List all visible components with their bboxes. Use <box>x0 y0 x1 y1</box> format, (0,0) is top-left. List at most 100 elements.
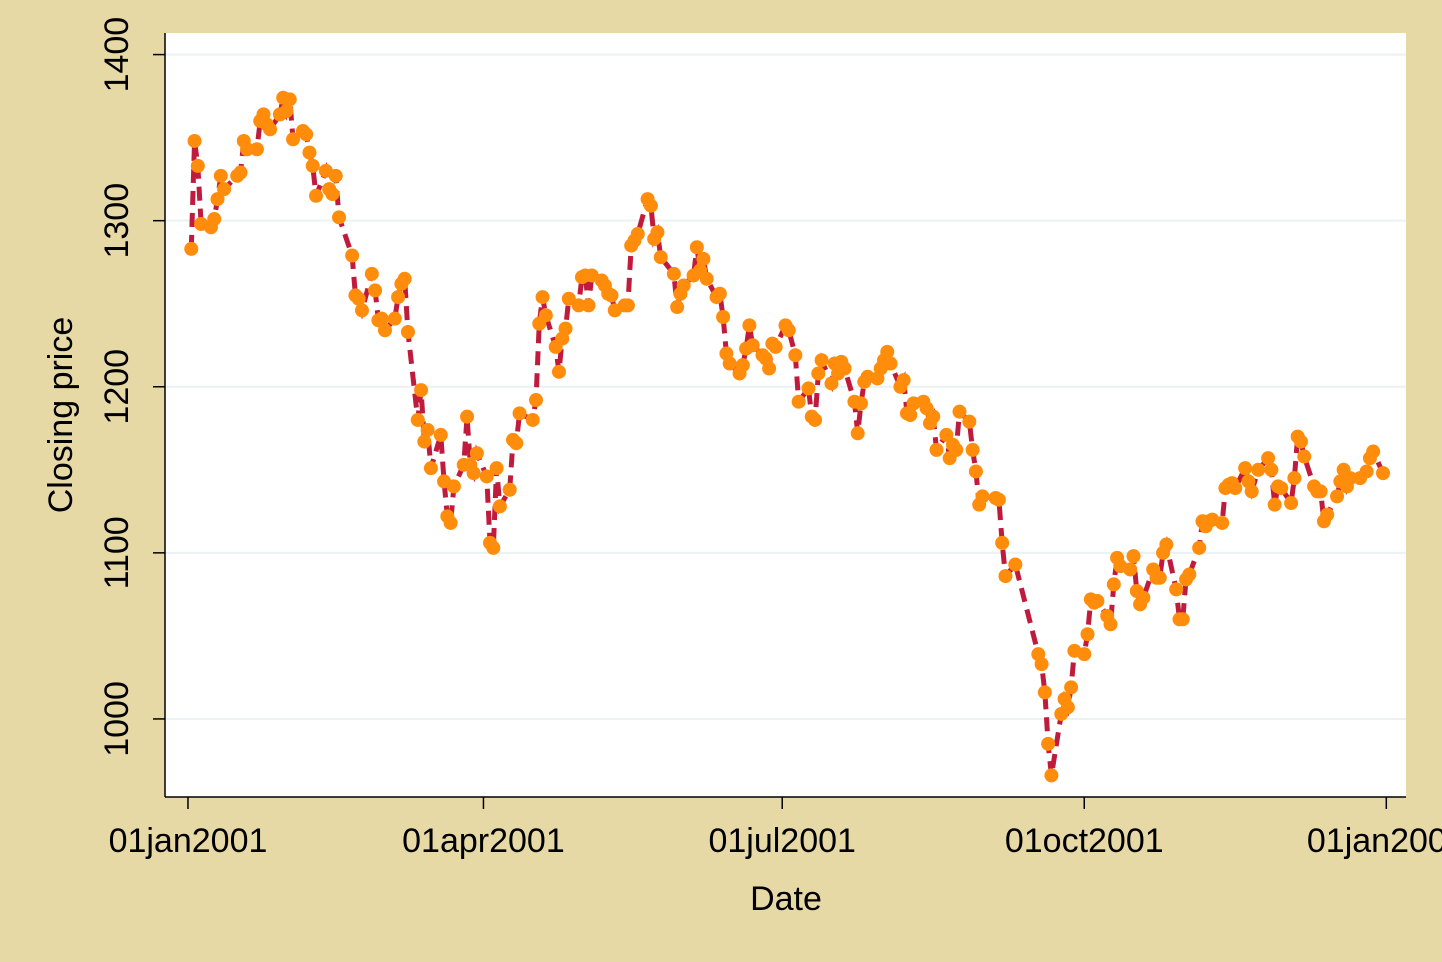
price-marker <box>525 412 540 427</box>
price-marker <box>1313 484 1328 499</box>
price-marker <box>302 145 317 160</box>
price-marker <box>299 127 314 142</box>
price-marker <box>1152 570 1167 585</box>
price-marker <box>735 358 750 373</box>
price-marker <box>1034 657 1049 672</box>
price-marker <box>1287 471 1302 486</box>
price-marker <box>926 409 941 424</box>
price-marker <box>492 499 507 514</box>
x-tick-label: 01jan2001 <box>109 822 268 860</box>
price-marker <box>968 464 983 479</box>
y-tick-label: 1100 <box>98 516 136 589</box>
price-marker <box>975 489 990 504</box>
price-marker <box>929 442 944 457</box>
price-marker <box>811 366 826 381</box>
price-marker <box>528 393 543 408</box>
price-marker <box>952 404 967 419</box>
price-marker <box>1215 515 1230 530</box>
price-marker <box>282 92 297 107</box>
price-marker <box>400 324 415 339</box>
y-tick-label: 1200 <box>98 349 136 425</box>
price-marker <box>1366 444 1381 459</box>
price-marker <box>364 266 379 281</box>
y-tick-label: 1000 <box>98 681 136 757</box>
price-marker <box>460 409 475 424</box>
price-marker <box>581 298 596 313</box>
price-marker <box>1008 557 1023 572</box>
price-marker <box>814 353 829 368</box>
price-marker <box>1284 496 1299 511</box>
price-marker <box>666 266 681 281</box>
price-marker <box>880 344 895 359</box>
price-marker <box>696 251 711 266</box>
price-marker <box>699 271 714 286</box>
price-marker <box>991 492 1006 507</box>
price-marker <box>433 427 448 442</box>
price-marker <box>653 250 668 265</box>
price-marker <box>210 192 225 207</box>
price-marker <box>1060 700 1075 715</box>
price-marker <box>1123 562 1138 577</box>
price-marker <box>249 142 264 157</box>
price-marker <box>1264 462 1279 477</box>
price-marker <box>207 212 222 227</box>
price-marker <box>903 408 918 422</box>
x-tick-label: 01jul2001 <box>708 822 855 860</box>
price-marker <box>509 436 524 451</box>
price-marker <box>387 311 402 326</box>
price-marker <box>896 373 911 388</box>
price-marker <box>1261 451 1276 466</box>
y-tick-label: 1400 <box>98 17 136 93</box>
price-marker <box>742 318 757 333</box>
price-marker <box>1244 484 1259 499</box>
price-marker <box>263 122 278 137</box>
price-marker <box>883 356 898 371</box>
price-marker <box>962 414 977 429</box>
price-marker <box>240 142 255 157</box>
price-marker <box>1320 507 1335 522</box>
price-marker <box>423 461 438 476</box>
price-marker <box>965 442 980 457</box>
price-marker <box>354 303 369 318</box>
price-marker <box>538 308 553 323</box>
price-marker <box>368 283 383 298</box>
price-marker <box>213 168 228 183</box>
price-marker <box>279 104 294 119</box>
price-marker <box>791 394 806 409</box>
price-marker <box>377 323 392 338</box>
price-marker <box>410 412 425 427</box>
price-marker <box>1103 617 1118 632</box>
price-marker <box>1274 481 1289 496</box>
price-marker <box>762 361 777 376</box>
price-marker <box>502 482 517 497</box>
price-marker <box>643 198 658 213</box>
price-marker <box>1228 481 1243 496</box>
price-marker <box>420 422 435 437</box>
price-marker <box>716 310 731 325</box>
price-marker <box>417 434 432 449</box>
price-marker <box>391 290 406 305</box>
price-marker <box>604 288 619 303</box>
price-marker <box>1175 612 1190 627</box>
price-marker <box>712 286 727 301</box>
price-marker <box>558 321 573 336</box>
price-marker <box>1106 577 1121 592</box>
price-marker <box>309 188 324 203</box>
price-marker <box>561 291 576 306</box>
price-marker <box>479 469 494 484</box>
price-marker <box>620 298 635 313</box>
price-marker <box>670 300 685 315</box>
price-marker <box>1037 685 1052 700</box>
price-marker <box>512 406 527 421</box>
price-marker <box>1238 461 1253 476</box>
price-marker <box>837 361 852 376</box>
price-marker <box>374 311 389 326</box>
price-marker <box>1343 471 1358 486</box>
x-tick-label: 01jan2002 <box>1307 822 1442 860</box>
price-marker <box>1182 567 1197 582</box>
price-marker <box>1169 582 1184 597</box>
price-marker <box>689 240 704 255</box>
price-marker <box>1080 627 1095 642</box>
price-marker <box>949 442 964 457</box>
